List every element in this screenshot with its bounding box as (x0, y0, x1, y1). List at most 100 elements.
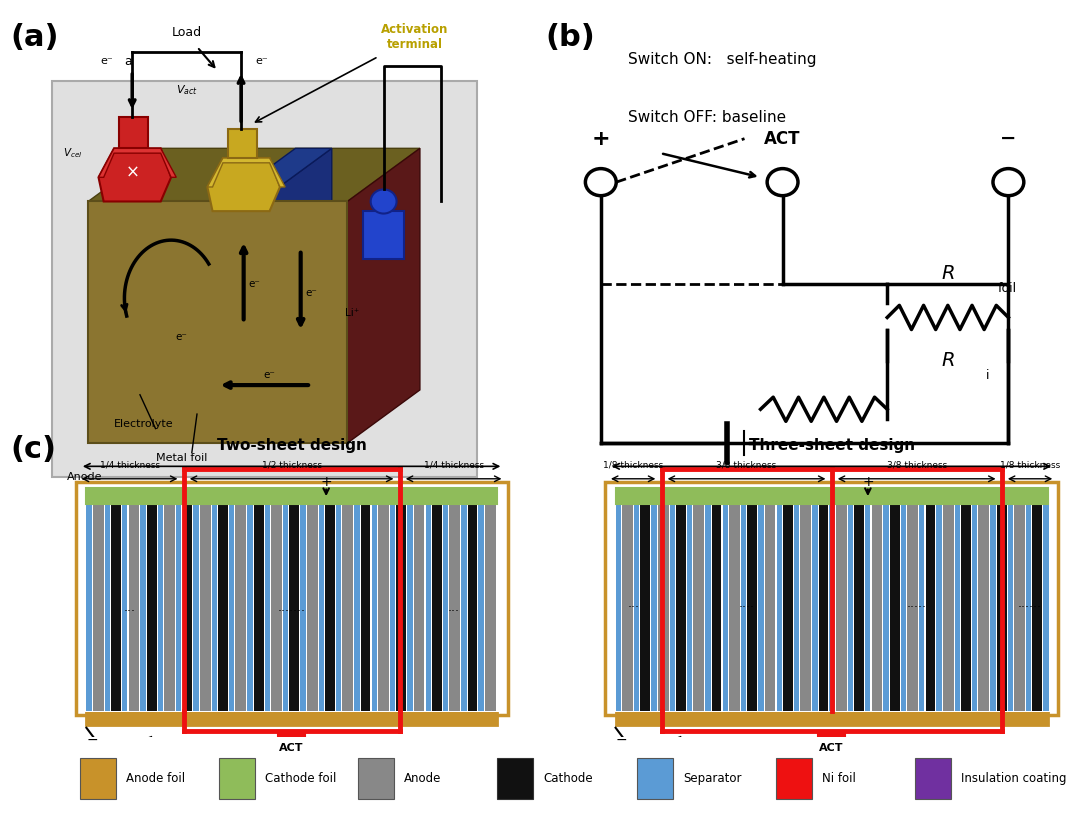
Text: Load: Load (172, 26, 202, 38)
Bar (800, 505, 811, 711)
Text: Anode: Anode (404, 771, 442, 785)
Bar (289, 505, 299, 711)
Bar (812, 505, 818, 711)
Bar (378, 505, 389, 711)
Bar (741, 505, 746, 711)
Bar (936, 505, 942, 711)
Bar (616, 505, 621, 711)
Bar (147, 505, 157, 711)
Bar (319, 505, 324, 711)
Bar (777, 505, 782, 711)
Bar (361, 505, 370, 711)
Text: Ni foil: Ni foil (822, 771, 856, 785)
Bar (1008, 505, 1013, 711)
Text: +: + (862, 475, 874, 489)
Text: +: + (592, 129, 610, 149)
Bar (219, 758, 255, 799)
Text: $V_{cel}$: $V_{cel}$ (64, 147, 83, 160)
Bar (300, 505, 306, 711)
Text: Switch OFF: baseline: Switch OFF: baseline (629, 110, 786, 124)
Text: ····: ···· (739, 601, 755, 614)
Bar (359, 758, 394, 799)
Bar (616, 488, 1048, 504)
Bar (81, 485, 502, 713)
Bar (449, 505, 460, 711)
Text: e⁻: e⁻ (306, 288, 316, 298)
Text: ······: ······ (1018, 601, 1042, 614)
Text: Switch ON:   self-heating: Switch ON: self-heating (629, 52, 816, 66)
Polygon shape (207, 158, 280, 211)
Bar (140, 505, 146, 711)
Bar (651, 505, 657, 711)
Bar (883, 505, 889, 711)
Text: Cathode: Cathode (124, 486, 172, 496)
Text: (a): (a) (11, 23, 59, 52)
Bar (676, 505, 686, 711)
Bar (990, 505, 996, 711)
Bar (111, 505, 121, 711)
Text: .......: ....... (278, 601, 306, 614)
Bar (915, 758, 951, 799)
Bar (164, 505, 175, 711)
Circle shape (370, 189, 396, 214)
Bar (836, 505, 847, 711)
Text: 1/8 thickness: 1/8 thickness (1000, 460, 1061, 469)
Text: Metal foil: Metal foil (156, 453, 207, 463)
Bar (872, 505, 882, 711)
Bar (705, 505, 711, 711)
Bar (271, 505, 282, 711)
Bar (943, 505, 954, 711)
Text: Cathode: Cathode (543, 771, 593, 785)
Bar (52, 81, 477, 477)
Bar (498, 758, 534, 799)
Bar (640, 505, 650, 711)
Text: ACT: ACT (280, 743, 303, 753)
Bar (200, 505, 211, 711)
Bar (605, 482, 1058, 715)
Text: Activation
terminal: Activation terminal (381, 23, 448, 51)
Text: ·····: ····· (906, 601, 927, 614)
Bar (229, 505, 234, 711)
Bar (747, 505, 757, 711)
Bar (80, 758, 116, 799)
Bar (193, 505, 199, 711)
Text: i: i (986, 369, 990, 382)
Bar (1043, 505, 1049, 711)
Bar (758, 505, 764, 711)
Text: ...: ... (123, 601, 136, 614)
Text: +: + (321, 475, 332, 489)
Circle shape (767, 169, 798, 196)
Bar (955, 505, 960, 711)
Text: e⁻: e⁻ (264, 370, 275, 381)
Text: Li⁺: Li⁺ (346, 308, 360, 318)
Bar (819, 505, 828, 711)
Text: Cathode foil: Cathode foil (265, 771, 337, 785)
Text: e⁻: e⁻ (99, 57, 112, 66)
Polygon shape (222, 148, 332, 201)
Bar (76, 482, 508, 715)
Bar (354, 505, 360, 711)
Bar (890, 505, 900, 711)
Text: ···: ··· (627, 601, 639, 614)
Bar (396, 505, 406, 711)
Text: ...: ... (447, 601, 460, 614)
Bar (1014, 505, 1025, 711)
Polygon shape (89, 148, 420, 201)
Bar (670, 505, 675, 711)
Text: $V_{act}$: $V_{act}$ (176, 84, 198, 97)
Bar (105, 505, 110, 711)
Bar (212, 505, 217, 711)
Bar (775, 758, 812, 799)
Bar (961, 505, 971, 711)
Bar (235, 505, 246, 711)
Text: $R$: $R$ (941, 265, 955, 283)
Bar (158, 505, 163, 711)
Bar (634, 505, 639, 711)
Polygon shape (259, 148, 332, 443)
Bar (687, 505, 692, 711)
Bar (176, 505, 181, 711)
Bar (765, 505, 775, 711)
Text: −: − (1000, 129, 1016, 148)
Bar (86, 505, 92, 711)
Bar (461, 505, 467, 711)
